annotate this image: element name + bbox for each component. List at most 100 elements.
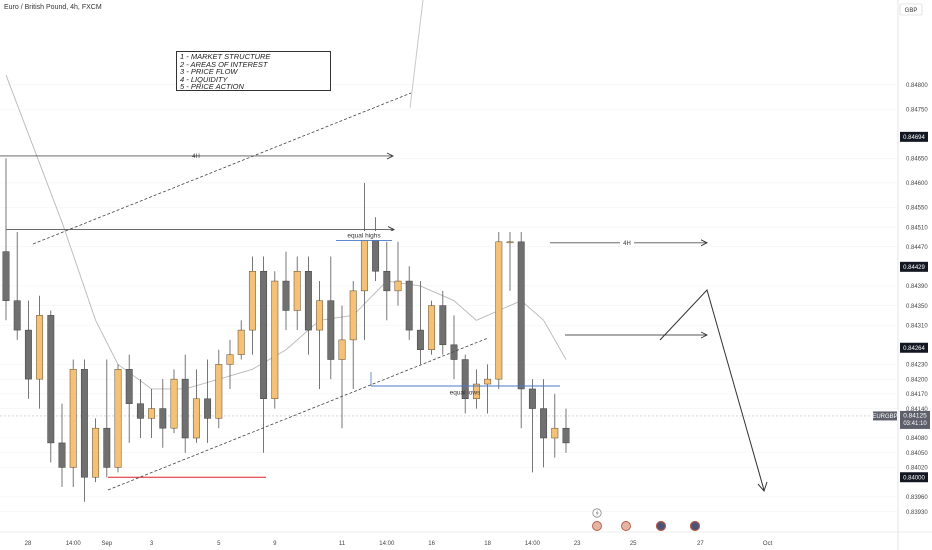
y-tick-label: 0.84140 xyxy=(906,407,928,413)
candle-body xyxy=(13,300,21,331)
candle-body xyxy=(416,329,424,350)
price-tag xyxy=(900,261,928,272)
flag-event-icon[interactable] xyxy=(689,520,701,532)
candle-body xyxy=(181,378,189,439)
y-tick-label: 0.83930 xyxy=(906,510,928,516)
y-tick-label: 0.84200 xyxy=(906,377,928,383)
x-tick-label: 14:00 xyxy=(66,541,82,547)
lower-channel-line xyxy=(107,337,489,491)
candle-body xyxy=(506,241,514,244)
y-tick-label: 0.84080 xyxy=(906,436,928,442)
x-tick-label: Oct xyxy=(763,541,773,547)
y-tick-label: 0.84230 xyxy=(906,363,928,369)
candle-body xyxy=(80,369,88,478)
event-markers xyxy=(592,508,701,532)
candle-body xyxy=(192,398,200,439)
right-4h-arrow xyxy=(700,239,709,247)
candle-body xyxy=(394,280,402,292)
candle-body xyxy=(215,364,223,419)
candle-body xyxy=(92,427,100,478)
candle-body xyxy=(159,408,167,429)
price-tag-label: 0.84429 xyxy=(903,265,925,271)
candle-body xyxy=(349,290,357,341)
y-tick-label: 0.84470 xyxy=(906,245,928,251)
y-tick-label: 0.84390 xyxy=(906,284,928,290)
y-tick-label: 0.84350 xyxy=(906,304,928,310)
candle-body xyxy=(237,329,245,355)
flag-event-icon[interactable] xyxy=(621,521,631,531)
flag-event-icon[interactable] xyxy=(592,521,602,531)
equal-highs-label: equal highs xyxy=(347,233,381,240)
candle-body xyxy=(2,251,10,301)
x-tick-label: 27 xyxy=(697,541,704,547)
x-tick-label: 25 xyxy=(630,541,637,547)
candle-body xyxy=(47,315,55,444)
x-tick-label: Sep xyxy=(101,541,112,547)
y-tick-label: 0.83960 xyxy=(906,495,928,501)
price-tag-label: 0.84000 xyxy=(903,475,925,481)
ticker-label: EURGBP xyxy=(872,414,897,420)
candle-body xyxy=(450,344,458,360)
legend-line: 2 - AREAS OF INTEREST xyxy=(180,59,268,69)
lightning-glyph xyxy=(595,509,599,517)
right-4h-label: 4H xyxy=(623,241,631,247)
candle-body xyxy=(551,427,559,439)
price-axis-tags: 0.84694 0.84429 0.84264 0.84000 xyxy=(900,131,928,483)
candle-body xyxy=(293,270,301,311)
candle-body xyxy=(540,408,548,439)
top-4h-label: 4H xyxy=(192,154,200,160)
price-tag xyxy=(900,472,928,483)
x-tick-label: 5 xyxy=(217,541,221,547)
price-tag-label: 0.84694 xyxy=(903,135,925,141)
candle-body xyxy=(103,427,111,468)
y-tick-label: 0.84310 xyxy=(906,323,928,329)
candle-body xyxy=(69,369,77,468)
legend-line: 4 - LIQUIDITY xyxy=(180,74,228,84)
x-tick-label: 11 xyxy=(339,541,346,547)
equal-highs-bg xyxy=(336,231,392,241)
candle-body xyxy=(327,300,335,360)
candle-body xyxy=(248,270,256,331)
candle-body xyxy=(338,339,346,360)
price-tag-label: 0.84264 xyxy=(903,346,925,352)
x-tick-label: 28 xyxy=(25,541,32,547)
x-tick-label: 16 xyxy=(428,541,435,547)
y-tick-label: 0.84750 xyxy=(906,108,928,114)
x-tick-label: 9 xyxy=(273,541,277,547)
legend-line: 3 - PRICE FLOW xyxy=(180,67,238,77)
countdown-label: 03:41:10 xyxy=(903,421,927,427)
legend-line: 5 - PRICE ACTION xyxy=(180,82,244,92)
flag-event-icon[interactable] xyxy=(655,520,667,532)
legend-note: 1 - MARKET STRUCTURE 2 - AREAS OF INTERE… xyxy=(176,51,331,91)
moving-average-line xyxy=(5,74,567,390)
y-tick-label: 0.84050 xyxy=(906,451,928,457)
chart-title: Euro / British Pound, 4h, FXCM xyxy=(4,4,102,11)
candle-body xyxy=(562,427,570,444)
candle-body xyxy=(271,280,279,400)
candle-body xyxy=(528,388,536,409)
price-tag xyxy=(900,342,928,353)
x-tick-label: 23 xyxy=(574,541,581,547)
current-price-label: 0.84125 xyxy=(903,412,927,419)
candle-body xyxy=(495,241,503,380)
candle-body xyxy=(472,383,480,400)
upper-channel-line xyxy=(32,92,412,245)
candles-layer xyxy=(2,158,570,502)
x-tick-label: 18 xyxy=(484,541,491,547)
diagonal-drawing-line xyxy=(409,0,424,109)
candle-body xyxy=(428,305,436,350)
candle-body xyxy=(36,315,44,380)
candle-body xyxy=(136,403,144,419)
candle-body xyxy=(282,280,290,311)
candle-body xyxy=(170,378,178,429)
currency-badge xyxy=(899,3,923,16)
candle-body xyxy=(114,369,122,468)
candle-body xyxy=(405,280,413,331)
right-4h-bg xyxy=(620,238,634,247)
y-tick-label: 0.84020 xyxy=(906,466,928,472)
candle-body xyxy=(204,398,212,419)
x-tick-label: 14:00 xyxy=(379,541,395,547)
y-tick-label: 0.84550 xyxy=(906,206,928,212)
legend-line: 1 - MARKET STRUCTURE xyxy=(180,52,271,61)
